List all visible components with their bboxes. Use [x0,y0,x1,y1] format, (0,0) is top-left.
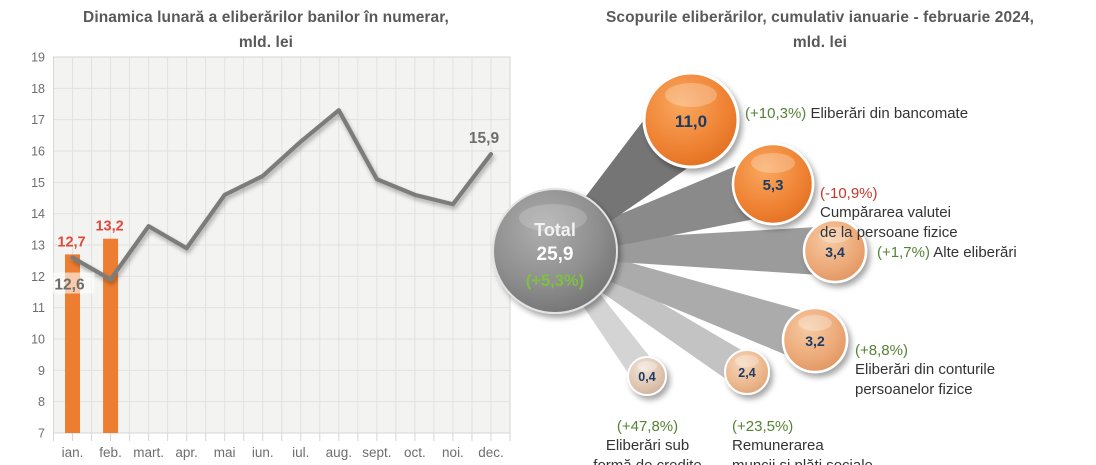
bubble-valuta: 5,3 [731,142,815,226]
svg-text:18: 18 [31,82,45,96]
purpose-label-valuta: (-10,9%) Cumpărarea valutei de la persoa… [820,164,1082,242]
right-chart-panel: Scopurile eliberărilor, cumulativ ianuar… [490,0,1096,465]
bubble-highlight [519,204,587,232]
purpose-text: Eliberări sub formă de credite persoanel… [593,437,702,465]
purpose-text: Alte eliberări [933,244,1017,261]
bar-label: 13,2 [95,219,123,235]
svg-text:noi.: noi. [442,445,464,460]
svg-text:13: 13 [31,239,45,253]
x-axis-labels: ian. feb. mart. apr. mai iun. iul. aug. sept. oct… [62,445,504,460]
wedge-conturi [552,242,824,364]
svg-text:apr.: apr. [175,445,198,460]
line-label-first: 12,6 [54,277,85,294]
purpose-pct: (+10,3%) [745,105,807,122]
line-label-last: 15,9 [469,130,500,147]
svg-text:12: 12 [31,270,45,284]
purpose-text: Eliberări din bancomate [810,105,969,122]
bar-labels: 12,7 13,2 [57,219,123,251]
purpose-text: Cumpărarea valutei de la persoane fizice [820,204,958,241]
svg-text:11: 11 [32,301,45,315]
x-axis-ticks [53,433,511,441]
bubble-alte: 3,4 [802,218,868,284]
bubble-highlight [798,315,832,331]
total-label: Total [534,220,576,240]
purpose-pct: (+8,8%) [855,341,908,359]
svg-text:9: 9 [38,364,45,378]
bar-label: 12,7 [57,234,85,250]
purpose-text: Remunerarea muncii și plăți sociale [732,437,873,465]
bubble-value-conturi: 3,2 [805,333,825,349]
purpose-pct: (+1,7%) [877,244,930,261]
bar-feb. [103,238,119,433]
purpose-pct: (-10,9%) [820,184,878,202]
y-axis-labels: 7 8 9 10 11 12 13 14 15 16 17 18 19 [31,51,45,441]
line-labels: 12,6 15,9 [46,130,500,294]
purpose-label-alte: (+1,7%) Alte eliberări [877,243,1017,263]
left-chart-title: Dinamica lunară a eliberărilor banilor î… [83,9,449,51]
bubble-conturi: 3,2 [781,306,849,374]
svg-text:7: 7 [38,427,45,441]
svg-text:17: 17 [31,113,45,127]
bubble-value-valuta: 5,3 [763,177,784,194]
svg-text:8: 8 [38,395,45,409]
line-series [70,108,494,282]
bubble-value-credite: 0,4 [638,370,655,384]
bubble-highlight [735,355,759,367]
svg-text:mart.: mart. [133,445,164,460]
svg-text:sept.: sept. [362,445,391,460]
bubble-remunerare: 2,4 [724,349,770,395]
bubble-highlight [665,83,717,107]
svg-text:10: 10 [31,333,45,347]
purpose-label-conturi: (+8,8%) Eliberări din conturile persoane… [855,321,1096,399]
bubble-highlight [637,361,657,371]
bubble-highlight [751,153,795,173]
svg-text:ian.: ian. [62,445,84,460]
bar-ian. [65,254,81,433]
monthly-dynamics-chart: 12,7 13,2 12,6 15,9 7 8 9 10 11 12 13 14 15 16 17 18 19 i… [31,51,511,460]
right-chart-title: Scopurile eliberărilor, cumulativ ianuar… [605,9,1035,51]
svg-text:15: 15 [31,176,45,190]
purpose-pct: (+47,8%) [616,417,679,435]
svg-text:mai: mai [214,445,236,460]
svg-text:oct.: oct. [404,445,426,460]
svg-text:14: 14 [31,207,45,221]
svg-text:19: 19 [31,51,45,65]
total-value: 25,9 [537,244,574,265]
bubble-highlight [819,227,851,243]
purpose-pct: (+23,5%) [732,417,794,435]
svg-text:aug.: aug. [326,445,352,460]
bubble-value-remunerare: 2,4 [738,366,755,380]
bubble-bancomate: 11,0 [642,71,740,169]
bubble-value-alte: 3,4 [825,244,845,260]
svg-text:iul.: iul. [292,445,309,460]
bubble-credite: 0,4 [627,356,667,396]
svg-text:16: 16 [31,145,45,159]
purpose-label-remunerare: (+23,5%) Remunerarea muncii și plăți soc… [732,397,942,465]
total-pct: (+5,3%) [526,272,584,290]
total-bubble: Total 25,9 (+5,3%) [492,188,618,314]
purpose-label-bancomate: (+10,3%) Eliberări din bancomate [745,104,968,124]
left-chart-panel: Dinamica lunară a eliberărilor banilor î… [0,0,540,465]
bars-series [65,238,119,433]
svg-text:feb.: feb. [99,445,122,460]
purposes-bubble-chart: 0,4 2,4 3,2 3,4 5,3 [492,71,868,396]
purpose-text: Eliberări din conturile persoanelor fizi… [855,361,996,398]
bubble-value-bancomate: 11,0 [675,112,707,131]
purpose-label-credite: (+47,8%) Eliberări sub formă de credite … [545,397,750,465]
svg-text:iun.: iun. [252,445,274,460]
svg-text:dec.: dec. [478,445,504,460]
